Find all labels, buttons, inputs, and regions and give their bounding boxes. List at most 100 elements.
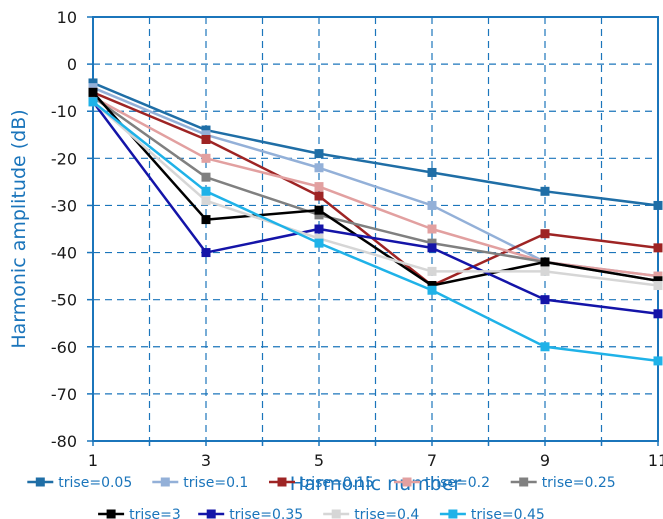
legend-swatch-marker — [402, 477, 412, 487]
data-point — [653, 281, 663, 291]
data-point — [427, 281, 437, 291]
series-trise=3 — [88, 87, 663, 291]
data-point — [88, 78, 98, 88]
series-trise=0.45 — [88, 97, 663, 366]
y-tick-label: -20 — [51, 149, 77, 168]
legend-label: trise=0.25 — [542, 475, 616, 491]
data-point — [427, 200, 437, 210]
data-point — [540, 257, 550, 267]
data-point — [540, 266, 550, 276]
legend-item: trise=0.35 — [198, 507, 303, 519]
legend-label: trise=3 — [129, 507, 181, 519]
data-point — [88, 83, 98, 93]
legend-label: trise=0.45 — [471, 507, 545, 519]
y-tick-label: -10 — [51, 102, 77, 121]
data-point — [427, 238, 437, 248]
data-point — [314, 191, 324, 201]
data-point — [201, 153, 211, 163]
data-point — [653, 200, 663, 210]
data-point — [201, 125, 211, 135]
x-axis-label: Harmonic number — [290, 473, 462, 495]
legend-label: trise=0.35 — [229, 507, 303, 519]
data-point — [540, 295, 550, 305]
legend-item: trise=0.15 — [269, 475, 374, 491]
data-point — [314, 149, 324, 159]
legend-item: trise=0.45 — [439, 507, 545, 519]
data-point — [88, 87, 98, 97]
x-tick-label: 7 — [427, 451, 437, 470]
legend-label: trise=0.15 — [300, 475, 374, 491]
data-point — [653, 309, 663, 319]
y-tick-label: -30 — [51, 196, 77, 215]
legend-item: trise=0.2 — [394, 475, 490, 491]
data-point — [314, 233, 324, 243]
data-point — [314, 238, 324, 248]
legend-label: trise=0.2 — [425, 475, 490, 491]
legend-swatch-marker — [106, 509, 116, 519]
x-tick-label: 1 — [88, 451, 98, 470]
data-point — [88, 97, 98, 107]
data-point — [201, 134, 211, 144]
data-point — [201, 248, 211, 258]
y-tick-label: -80 — [51, 432, 77, 451]
y-tick-label: -40 — [51, 244, 77, 263]
y-tick-label: 10 — [57, 8, 77, 27]
data-point — [88, 92, 98, 102]
data-point — [201, 130, 211, 140]
data-point — [427, 224, 437, 234]
x-tick-label: 5 — [314, 451, 324, 470]
legend-swatch-marker — [160, 477, 170, 487]
legend-swatch-marker — [35, 477, 45, 487]
data-point — [427, 285, 437, 295]
legend-item: trise=3 — [98, 507, 181, 519]
data-point — [540, 342, 550, 352]
y-tick-labels: 10 0 -10 -20 -30 -40 -50 -60 -70 -80 — [51, 8, 93, 451]
data-point — [653, 243, 663, 253]
data-point — [314, 182, 324, 192]
legend-label: trise=0.4 — [354, 507, 419, 519]
y-tick-label: 0 — [67, 55, 77, 74]
data-point — [201, 186, 211, 196]
y-tick-label: -70 — [51, 385, 77, 404]
legend-label: trise=0.05 — [58, 475, 132, 491]
y-tick-label: -50 — [51, 291, 77, 310]
x-tick-labels: 1 3 5 7 9 11 — [88, 441, 663, 470]
series-line — [91, 101, 659, 316]
series-line — [92, 91, 659, 287]
data-point — [314, 205, 324, 215]
legend: trise=0.05 trise=0.1 trise=0.15 trise=0.2 tr… — [27, 475, 616, 519]
series-line — [92, 100, 659, 363]
y-axis-label: Harmonic amplitude (dB) — [8, 109, 30, 348]
legend-swatch-marker — [206, 509, 216, 519]
data-point — [427, 266, 437, 276]
legend-item: trise=0.1 — [152, 475, 248, 491]
data-point — [653, 271, 663, 281]
series-trise=0.05 — [88, 78, 663, 210]
y-tick-label: -60 — [51, 338, 77, 357]
data-point — [314, 224, 324, 234]
legend-item: trise=0.25 — [510, 475, 616, 491]
series-line — [92, 81, 659, 207]
data-point — [201, 196, 211, 206]
data-point — [540, 229, 550, 239]
data-point — [201, 215, 211, 225]
legend-swatch-marker — [331, 509, 341, 519]
legend-item: trise=0.4 — [323, 507, 419, 519]
grid — [93, 17, 658, 441]
legend-label: trise=0.1 — [183, 475, 248, 491]
x-tick-label: 9 — [540, 451, 550, 470]
series-lines — [88, 78, 663, 366]
data-point — [427, 243, 437, 253]
series-line — [92, 100, 659, 287]
data-point — [653, 276, 663, 286]
data-point — [427, 167, 437, 177]
legend-swatch-marker — [277, 477, 287, 487]
data-point — [540, 186, 550, 196]
x-tick-label: 3 — [201, 451, 211, 470]
legend-swatch-marker — [519, 477, 529, 487]
data-point — [201, 172, 211, 182]
x-tick-label: 11 — [648, 451, 663, 470]
data-point — [314, 163, 324, 173]
legend-swatch-marker — [448, 509, 458, 519]
